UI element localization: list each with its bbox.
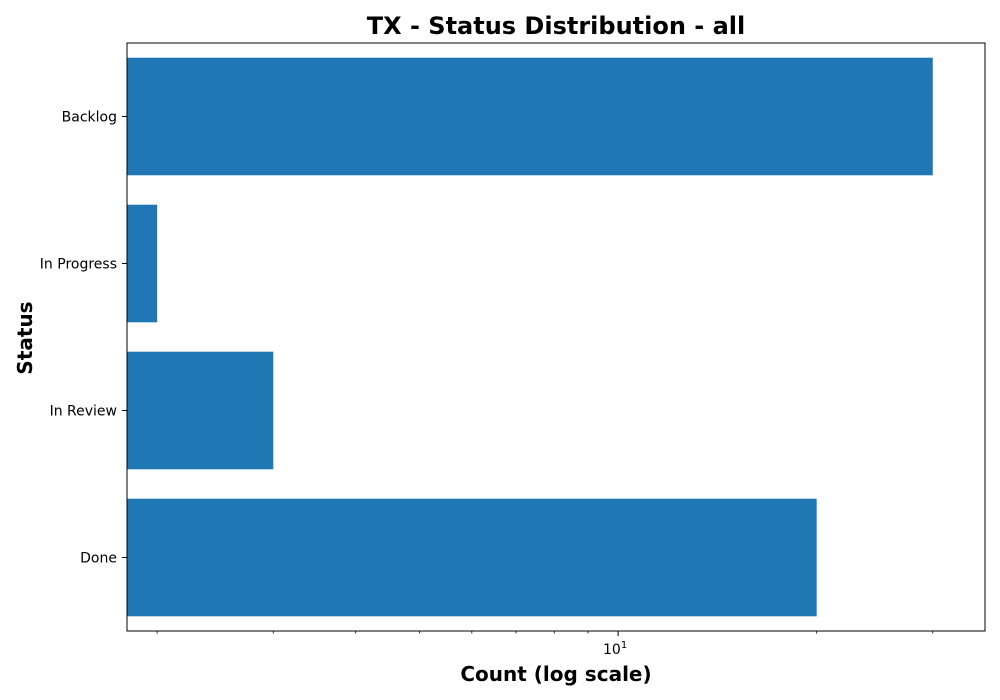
x-axis-ticks: 101 [156,631,934,658]
y-tick-label: Backlog [62,110,117,126]
y-axis-ticks: Backlog In Progress In Review Done [40,110,127,567]
y-tick-label: Done [80,551,117,567]
bar-in-review [127,351,274,470]
bar-backlog [127,57,933,176]
x-axis-label: Count (log scale) [460,662,651,686]
y-axis-label: Status [13,301,37,374]
y-tick-label: In Review [50,404,117,420]
x-tick-label: 101 [603,640,627,658]
bar-done [127,498,817,617]
bar-in-progress [127,204,158,323]
chart-title: TX - Status Distribution - all [367,12,746,40]
y-tick-label: In Progress [40,257,117,273]
plot-area-frame [126,42,986,632]
bars-layer [127,57,933,617]
